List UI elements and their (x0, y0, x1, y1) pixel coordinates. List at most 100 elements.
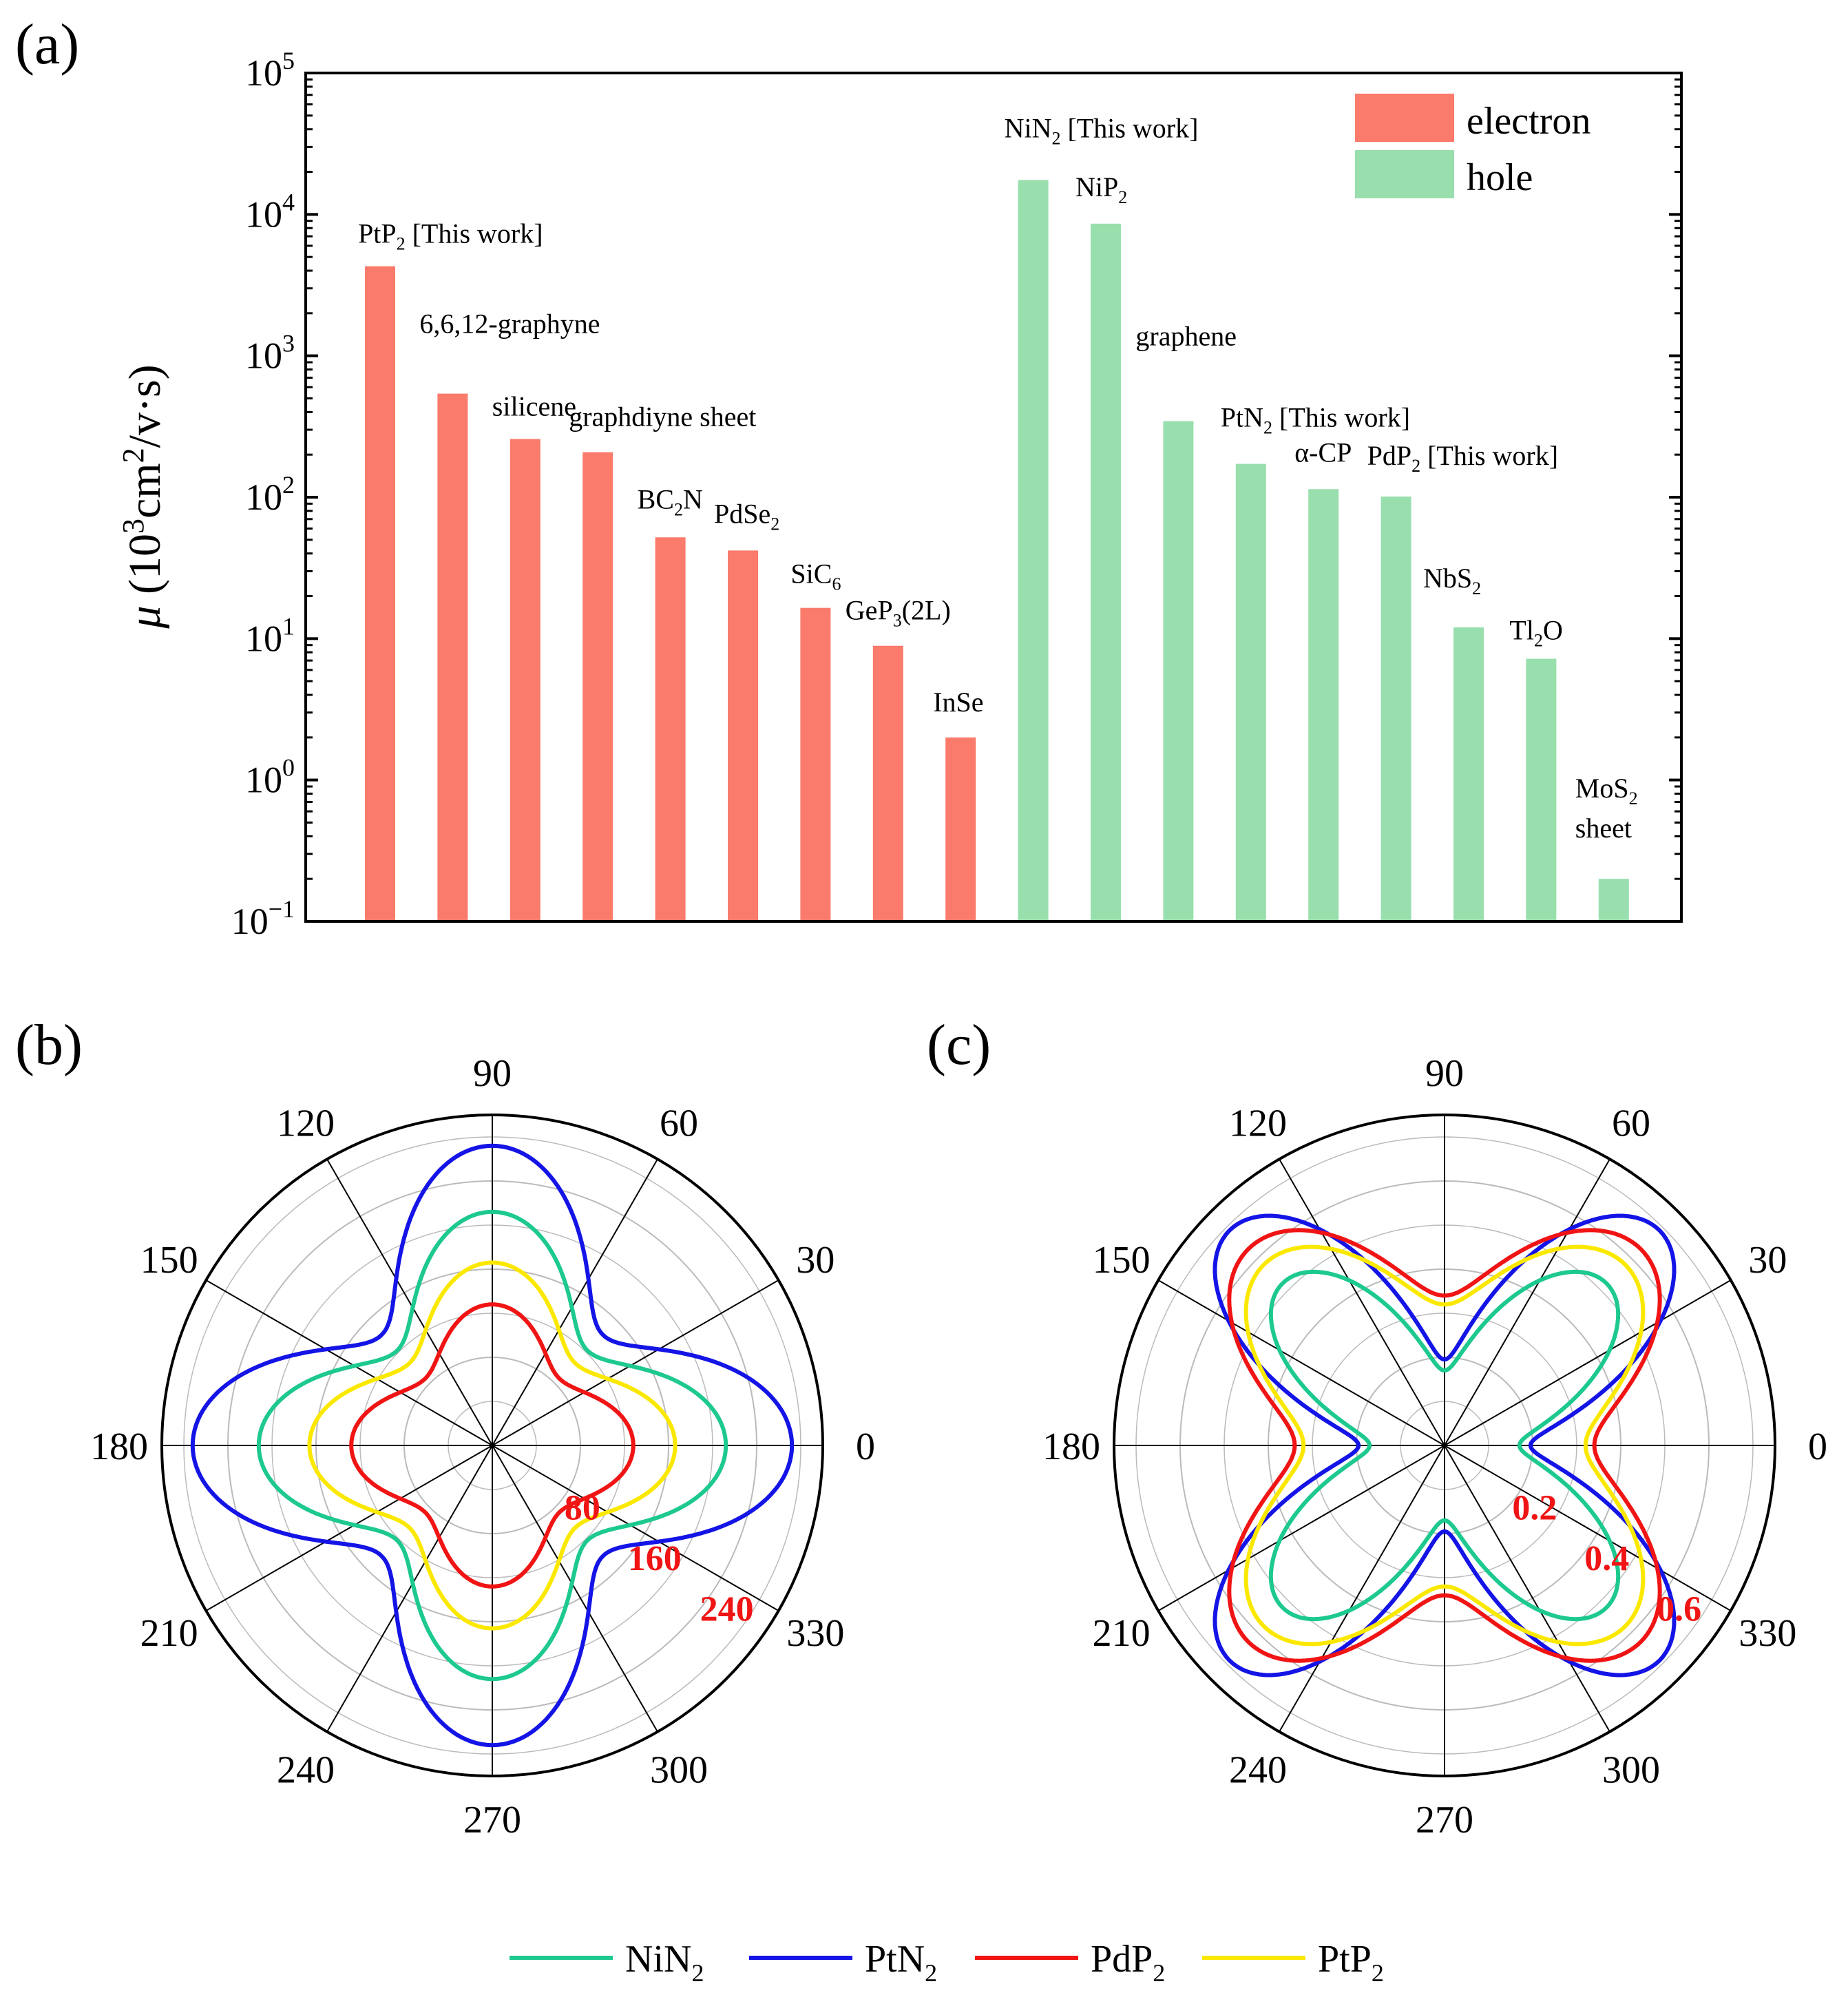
angle-label-300: 300 (650, 1748, 708, 1791)
angle-label-270: 270 (463, 1799, 521, 1841)
angle-label-0: 0 (856, 1425, 875, 1468)
bar-label-part: 2 (397, 234, 406, 254)
bar-label-part: NiN (1005, 112, 1052, 143)
angle-label-90: 90 (1425, 1052, 1464, 1095)
bar-label-part: 2 (1051, 128, 1060, 148)
bar-label-15: NbS2 (1423, 563, 1481, 598)
bar-label-part: 2 (1534, 631, 1543, 651)
angle-label-60: 60 (1612, 1103, 1650, 1145)
bar-3 (582, 452, 613, 921)
bar-label-part: 2 (1411, 456, 1420, 476)
bar-15 (1453, 627, 1484, 921)
angle-label-0: 0 (1808, 1425, 1827, 1468)
angle-label-180: 180 (90, 1425, 148, 1468)
bar-label-8: InSe (933, 687, 983, 718)
bar-4 (655, 537, 686, 921)
bar-label-part: GeP (846, 595, 893, 626)
y-tick-label-2: 103 (245, 330, 295, 377)
angle-spoke (1157, 1445, 1445, 1611)
y-tick-base: 10 (245, 618, 282, 659)
bar-chart: PtP2 [This work]6,6,12-graphynesiliceneg… (116, 47, 1683, 942)
legend-base: PdP (1091, 1938, 1153, 1981)
bar-label-2: silicene (492, 391, 576, 422)
angle-label-300: 300 (1602, 1748, 1660, 1791)
angle-label-90: 90 (473, 1052, 512, 1095)
bar-label-part: 2 (674, 499, 683, 519)
bar-label-part: 2 (1472, 578, 1481, 598)
legend-sub: 2 (691, 1959, 704, 1987)
bar-label-12: PtN2 [This work] (1221, 402, 1410, 438)
y-tick-exp: −1 (269, 895, 295, 923)
legend-swatch-electron (1355, 94, 1454, 142)
panel-a-label: (a) (15, 12, 79, 76)
y-title-part2: cm (120, 463, 170, 519)
angle-label-150: 150 (140, 1239, 198, 1282)
angle-spoke (1157, 1279, 1445, 1446)
y-tick-label-4: 101 (245, 612, 295, 659)
curve-PtP2 (307, 1260, 678, 1631)
legend-label-electron: electron (1467, 100, 1590, 143)
bar-10 (1091, 223, 1121, 921)
bar-label-part: SiC (790, 558, 832, 589)
curve-PdP2 (349, 1302, 636, 1589)
bar-9 (1018, 180, 1049, 921)
bar-label-part: Tl (1509, 615, 1534, 646)
radial-label-0.6: 0.6 (1657, 1589, 1701, 1629)
y-title-sup2: 2 (116, 448, 150, 463)
curve-PtN2 (1212, 1213, 1677, 1678)
legend-text-PtP2: PtP2 (1318, 1938, 1384, 1987)
bar-label-16: Tl2O (1509, 615, 1562, 651)
bar-label-4: BC2N (638, 483, 703, 519)
bar-13 (1308, 489, 1339, 921)
y-title-part3: /v·s) (120, 364, 170, 448)
bar-label-3: graphdiyne sheet (569, 401, 756, 432)
bar-label-part: BC (638, 483, 674, 514)
angle-spoke (205, 1445, 493, 1611)
bar-label-5: PdSe2 (714, 498, 779, 534)
y-title-part1: (10 (120, 534, 170, 605)
bar-label-part: PtP (358, 218, 397, 249)
legend-base: NiN (625, 1938, 691, 1981)
bar-label-part: 6 (832, 574, 841, 594)
bar-0 (365, 266, 395, 922)
bar-label-part: N (683, 483, 703, 514)
y-tick-base: 10 (245, 477, 282, 518)
y-tick-base: 10 (245, 194, 282, 235)
bar-label-1: 6,6,12-graphyne (419, 309, 600, 339)
angle-label-30: 30 (1748, 1239, 1787, 1282)
bar-label-part: 2 (770, 514, 779, 534)
y-tick-base: 10 (231, 901, 269, 942)
y-tick-exp: 2 (282, 471, 295, 499)
legend-text-NiN2: NiN2 (625, 1938, 704, 1987)
bar-label-13: α-CP (1294, 437, 1352, 468)
bar-label-part: [This work] (1272, 402, 1410, 433)
outer-circle (1113, 1114, 1776, 1777)
curve-PtP2 (1243, 1244, 1646, 1647)
bar-label-part: 3 (893, 611, 902, 631)
angle-spoke (326, 1445, 493, 1733)
bar-11 (1163, 421, 1194, 921)
curve-PtN2 (190, 1143, 795, 1748)
angle-label-30: 30 (796, 1239, 834, 1282)
y-tick-base: 10 (245, 760, 282, 801)
y-tick-base: 10 (245, 52, 282, 94)
bar-label-part: 2 (1118, 187, 1127, 207)
bar-label-part: graphdiyne sheet (569, 401, 756, 432)
angle-spoke (492, 1279, 779, 1446)
angle-spoke (492, 1445, 658, 1733)
angle-label-210: 210 (1093, 1612, 1151, 1655)
legend: electron hole (1355, 94, 1590, 199)
angle-label-270: 270 (1416, 1799, 1473, 1841)
bar-label-6: SiC6 (790, 558, 841, 594)
angle-spoke (1444, 1445, 1610, 1733)
legend-base: PtP (1318, 1938, 1372, 1981)
y-tick-label-1: 104 (245, 188, 295, 235)
angle-spoke (1279, 1445, 1445, 1733)
y-tick-label-3: 102 (245, 471, 295, 518)
bar-6 (800, 607, 831, 921)
bars-group (365, 180, 1629, 922)
angle-spoke (492, 1445, 779, 1611)
bar-label-part: α-CP (1294, 437, 1352, 468)
y-tick-exp: 4 (282, 188, 295, 216)
